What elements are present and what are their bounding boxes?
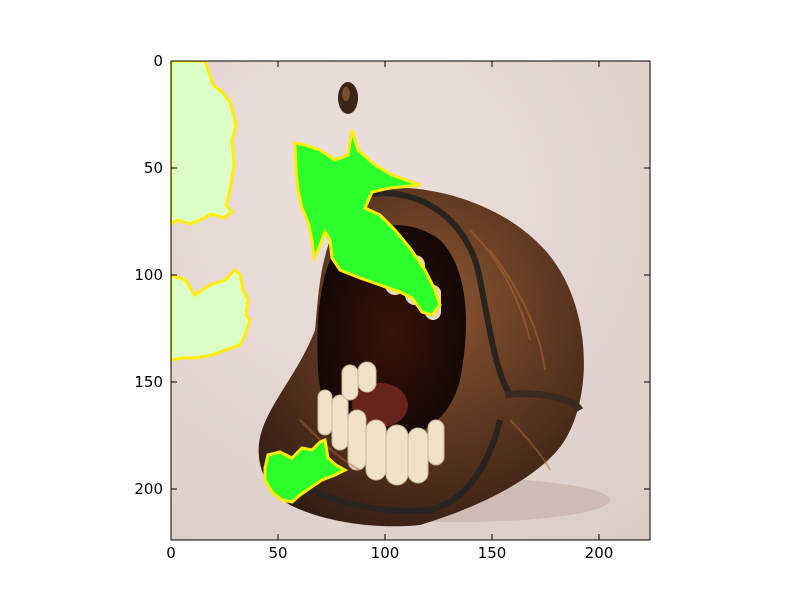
y-tick-label-200: 200 xyxy=(134,480,163,498)
y-ticks xyxy=(171,60,650,490)
overlay-bright-upper xyxy=(293,129,442,317)
clasp-knob-highlight xyxy=(342,87,350,101)
x-tick-label-50: 50 xyxy=(268,544,287,562)
y-tick-label-150: 150 xyxy=(134,373,163,391)
axes-frame xyxy=(170,60,651,541)
leather-texture xyxy=(299,229,551,471)
image-area xyxy=(171,61,650,540)
overlay-bright-lower xyxy=(263,437,349,504)
x-tick-label-100: 100 xyxy=(371,544,400,562)
y-tick-label-100: 100 xyxy=(134,266,163,284)
y-tick-label-50: 50 xyxy=(144,159,163,177)
x-ticks xyxy=(170,61,600,540)
purse-clasp-upper xyxy=(364,190,513,397)
overlay-pale-top-left xyxy=(171,61,238,226)
overlay-pale-mid-left xyxy=(171,267,252,362)
y-tick-label-0: 0 xyxy=(153,52,163,70)
x-tick-label-200: 200 xyxy=(585,544,614,562)
lower-teeth xyxy=(317,361,445,486)
x-tick-label-150: 150 xyxy=(478,544,507,562)
x-tick-label-0: 0 xyxy=(166,544,176,562)
purse-clasp-hinge xyxy=(504,390,584,413)
